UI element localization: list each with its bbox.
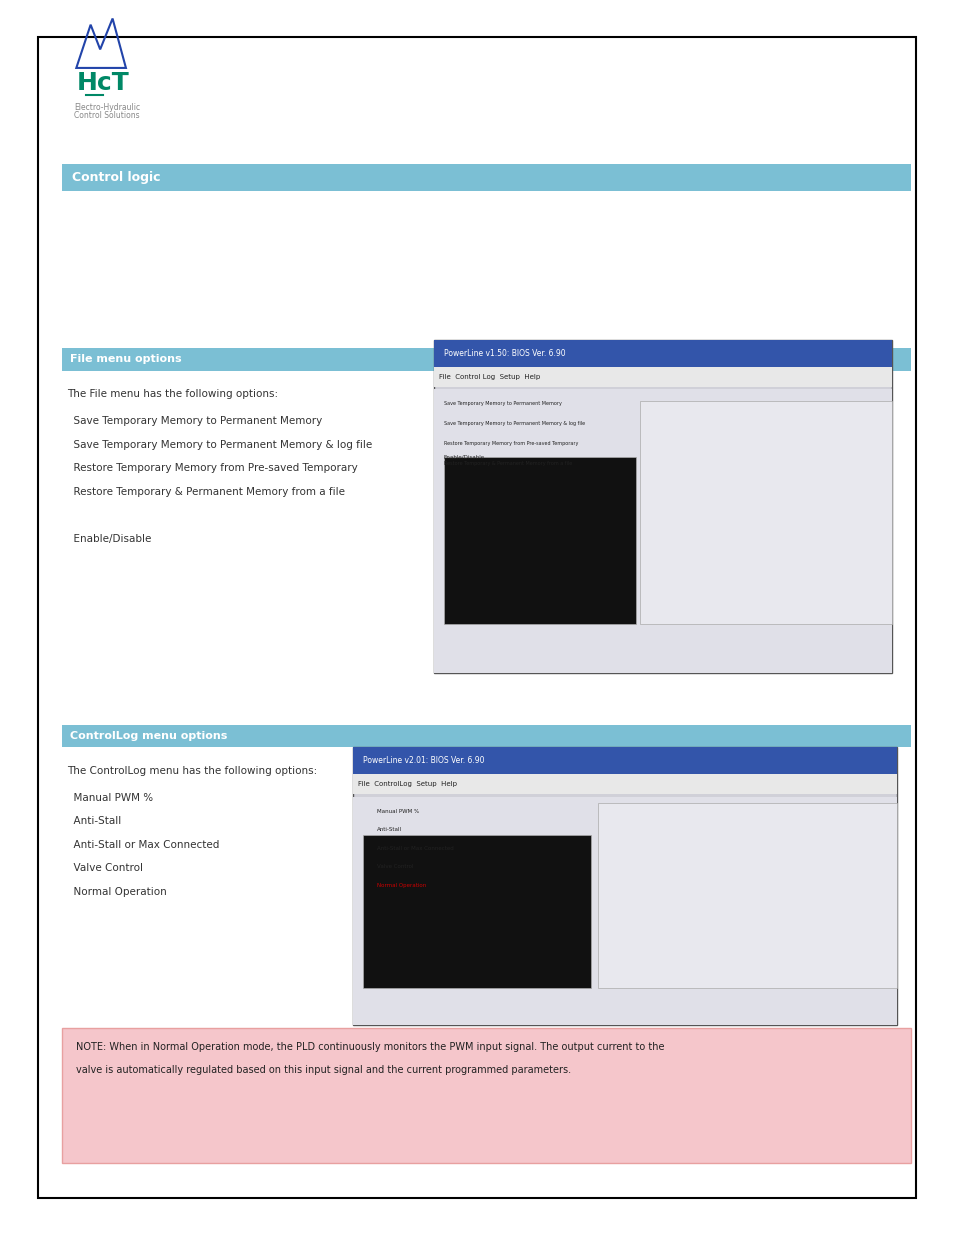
Bar <box>353 747 896 1025</box>
Text: Control Solutions: Control Solutions <box>74 111 140 120</box>
Text: Anti-Stall or Max Connected: Anti-Stall or Max Connected <box>376 846 453 851</box>
Text: Valve Control: Valve Control <box>376 864 413 869</box>
Bar <box>62 348 910 370</box>
Bar <box>443 457 636 624</box>
Bar <box>434 389 891 673</box>
Bar <box>438 448 610 466</box>
Text: Control logic: Control logic <box>71 172 160 184</box>
Bar <box>353 774 896 794</box>
Bar <box>62 725 910 747</box>
Text: Restore Temporary Memory from Pre-saved Temporary: Restore Temporary Memory from Pre-saved … <box>443 441 578 446</box>
Bar <box>372 821 524 840</box>
Text: The ControlLog menu has the following options:: The ControlLog menu has the following op… <box>67 766 316 776</box>
Bar <box>372 840 524 858</box>
Bar <box>434 340 891 367</box>
Bar <box>372 877 524 895</box>
Text: Valve Control: Valve Control <box>67 863 143 873</box>
Text: HcT: HcT <box>76 72 129 95</box>
Text: Normal Operation: Normal Operation <box>376 883 426 888</box>
Bar <box>372 803 524 895</box>
Bar <box>434 367 891 387</box>
Text: valve is automatically regulated based on this input signal and the current prog: valve is automatically regulated based o… <box>76 1065 571 1074</box>
Text: File menu options: File menu options <box>70 354 181 364</box>
Text: Enable/Disable: Enable/Disable <box>67 534 151 543</box>
Text: Anti-Stall: Anti-Stall <box>67 816 121 826</box>
Text: Restore Temporary Memory from Pre-saved Temporary: Restore Temporary Memory from Pre-saved … <box>67 463 357 473</box>
Bar <box>62 1028 910 1163</box>
Text: ControlLog menu options: ControlLog menu options <box>70 731 227 741</box>
Text: The File menu has the following options:: The File menu has the following options: <box>67 389 277 399</box>
Text: Manual PWM %: Manual PWM % <box>376 809 418 814</box>
Bar <box>372 858 524 877</box>
Bar <box>353 797 896 1025</box>
Text: PowerLine v2.01: BIOS Ver. 6.90: PowerLine v2.01: BIOS Ver. 6.90 <box>362 756 483 766</box>
Text: Manual PWM %: Manual PWM % <box>67 793 152 803</box>
Text: Restore Temporary & Permanent Memory from a file: Restore Temporary & Permanent Memory fro… <box>67 487 344 496</box>
Text: Enable/Disable: Enable/Disable <box>443 454 484 459</box>
Text: File  ControlLog  Setup  Help: File ControlLog Setup Help <box>357 782 456 787</box>
Text: NOTE: When in Normal Operation mode, the PLD continuously monitors the PWM input: NOTE: When in Normal Operation mode, the… <box>76 1042 664 1052</box>
Text: Save Temporary Memory to Permanent Memory: Save Temporary Memory to Permanent Memor… <box>67 416 322 426</box>
Bar <box>434 340 891 673</box>
Bar <box>62 164 910 191</box>
Bar <box>372 803 524 821</box>
Bar <box>438 389 610 475</box>
Bar <box>597 803 896 988</box>
Text: File  Control Log  Setup  Help: File Control Log Setup Help <box>438 374 539 379</box>
Bar <box>362 835 590 988</box>
Text: Anti-Stall: Anti-Stall <box>376 827 401 832</box>
Text: Save Temporary Memory to Permanent Memory & log file: Save Temporary Memory to Permanent Memor… <box>67 440 372 450</box>
Text: Save Temporary Memory to Permanent Memory & log file: Save Temporary Memory to Permanent Memor… <box>443 421 584 426</box>
Bar <box>353 747 896 774</box>
Text: Restore Temporary & Permanent Memory from a file: Restore Temporary & Permanent Memory fro… <box>443 461 571 466</box>
Text: Normal Operation: Normal Operation <box>67 887 167 897</box>
Bar <box>639 401 891 624</box>
Text: PowerLine v1.50: BIOS Ver. 6.90: PowerLine v1.50: BIOS Ver. 6.90 <box>443 348 564 358</box>
Text: Save Temporary Memory to Permanent Memory: Save Temporary Memory to Permanent Memor… <box>443 401 561 406</box>
Text: Electro-Hydraulic: Electro-Hydraulic <box>74 103 140 111</box>
Text: Anti-Stall or Max Connected: Anti-Stall or Max Connected <box>67 840 219 850</box>
